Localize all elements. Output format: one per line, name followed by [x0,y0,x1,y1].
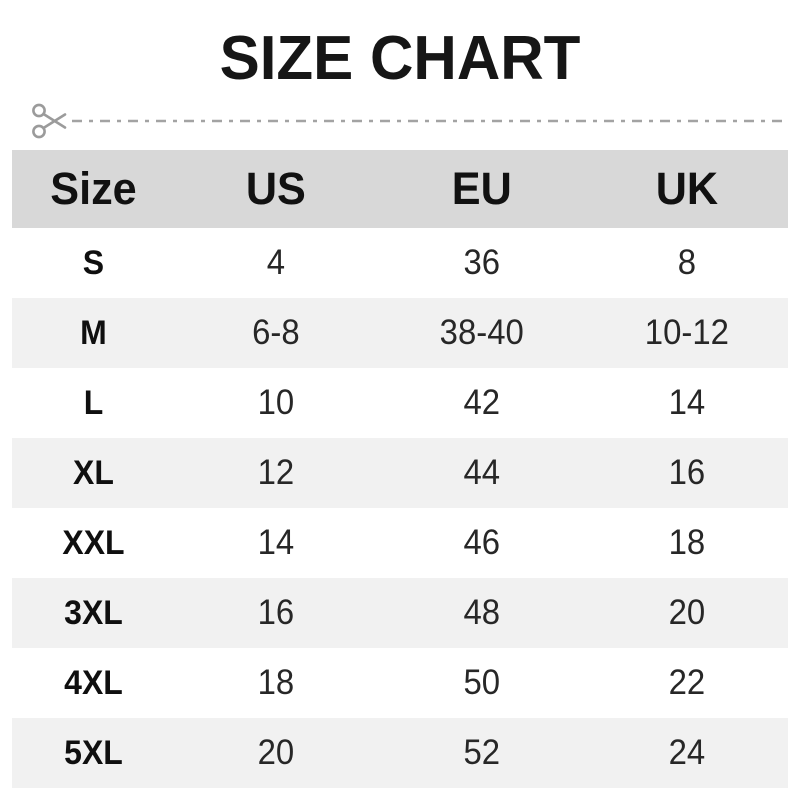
eu-cell: 36 [463,243,500,282]
size-cell: 3XL [64,593,123,632]
table-header-row: Size US EU UK [12,150,788,228]
eu-cell: 46 [463,523,500,562]
uk-cell: 18 [668,523,706,562]
us-cell: 6-8 [252,313,300,352]
column-header-uk: UK [655,163,719,214]
size-cell: XXL [62,523,125,562]
eu-cell: 38-40 [439,313,524,352]
cut-line [32,103,788,139]
us-cell: 14 [257,523,295,562]
table-row-4xl: 4XL 18 50 22 [12,648,788,718]
size-cell: L [83,383,104,422]
column-header-eu: EU [451,163,512,214]
scissors-icon [32,103,67,139]
size-cell: S [82,243,105,282]
size-cell: M [80,313,107,352]
table-row-3xl: 3XL 16 48 20 [12,578,788,648]
uk-cell: 20 [668,593,706,632]
us-cell: 18 [257,663,295,702]
table-row-s: S 4 36 8 [12,228,788,298]
us-cell: 16 [257,593,295,632]
size-cell: XL [73,453,114,492]
us-cell: 10 [257,383,295,422]
column-header-us: US [245,163,306,214]
eu-cell: 50 [463,663,500,702]
table-row-l: L 10 42 14 [12,368,788,438]
us-cell: 12 [257,453,295,492]
size-chart-page: SIZE CHART Size US EU UK S 4 36 [0,26,800,800]
eu-cell: 42 [463,383,500,422]
table-row-xxl: XXL 14 46 18 [12,508,788,578]
uk-cell: 14 [668,383,706,422]
table-row-m: M 6-8 38-40 10-12 [12,298,788,368]
uk-cell: 24 [668,733,706,772]
size-cell: 4XL [64,663,123,702]
eu-cell: 52 [463,733,500,772]
size-conversion-table: Size US EU UK S 4 36 8 M 6-8 38-40 10-12… [12,150,788,788]
us-cell: 20 [257,733,295,772]
column-header-size: Size [50,163,137,214]
size-cell: 5XL [64,733,123,772]
uk-cell: 10-12 [645,313,730,352]
uk-cell: 16 [668,453,706,492]
eu-cell: 48 [463,593,500,632]
uk-cell: 22 [668,663,706,702]
page-title: SIZE CHART [219,24,581,93]
us-cell: 4 [266,243,285,282]
table-row-5xl: 5XL 20 52 24 [12,718,788,788]
eu-cell: 44 [463,453,500,492]
table-row-xl: XL 12 44 16 [12,438,788,508]
uk-cell: 8 [677,243,697,282]
